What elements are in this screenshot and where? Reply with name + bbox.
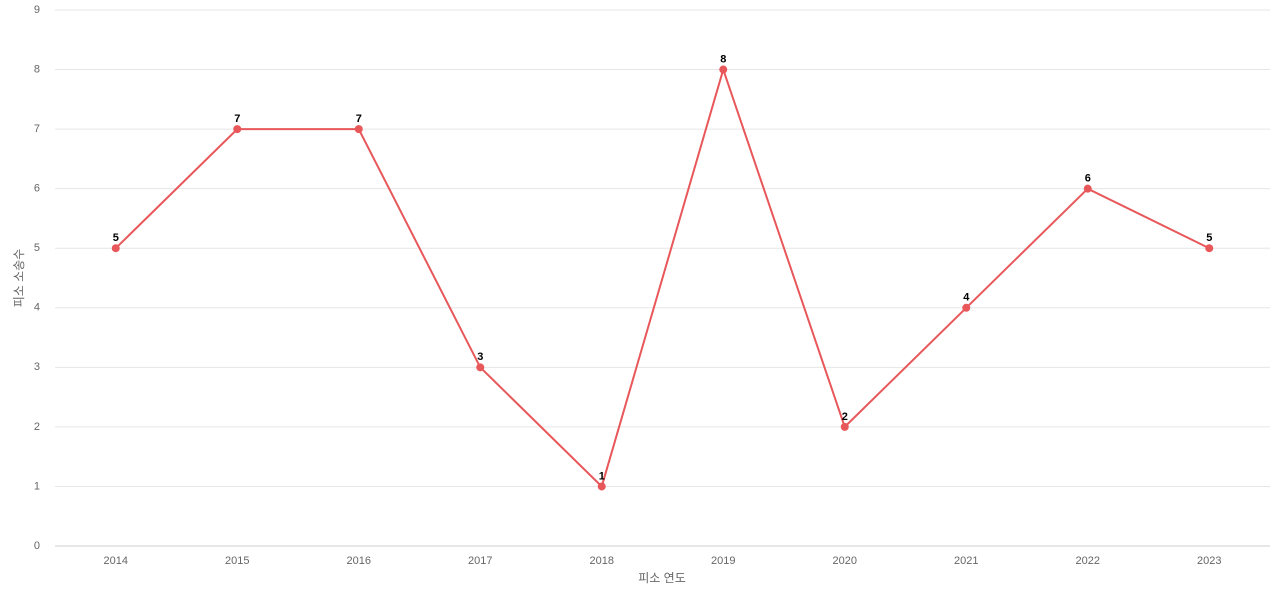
y-tick-label: 4 bbox=[34, 302, 40, 314]
series-line bbox=[115, 66, 1210, 489]
x-axis-label: 피소 연도 bbox=[638, 571, 686, 585]
value-label: 7 bbox=[234, 113, 240, 125]
x-tick-label: 2018 bbox=[590, 555, 614, 567]
x-tick-label: 2020 bbox=[833, 555, 857, 567]
x-tick-label: 2014 bbox=[104, 555, 128, 567]
value-label: 5 bbox=[1206, 232, 1212, 244]
point bbox=[719, 65, 728, 74]
point bbox=[354, 125, 363, 134]
point bbox=[840, 422, 849, 431]
y-tick-label: 0 bbox=[34, 540, 40, 552]
y-tick-label: 8 bbox=[34, 63, 40, 75]
x-tick-label: 2017 bbox=[468, 555, 492, 567]
value-label: 4 bbox=[963, 292, 970, 304]
x-tick-label: 2019 bbox=[711, 555, 735, 567]
value-label: 1 bbox=[599, 470, 605, 482]
value-label: 2 bbox=[842, 411, 848, 423]
x-tick-label: 2016 bbox=[347, 555, 371, 567]
x-tick-label: 2021 bbox=[954, 555, 978, 567]
point bbox=[1083, 184, 1092, 193]
y-tick-label: 7 bbox=[34, 123, 40, 135]
x-tick-label: 2015 bbox=[225, 555, 249, 567]
y-axis-label: 피소 소송수 bbox=[12, 249, 26, 308]
value-label: 6 bbox=[1085, 173, 1091, 185]
point bbox=[233, 125, 242, 134]
y-tick-label: 3 bbox=[34, 361, 40, 373]
value-label: 8 bbox=[720, 53, 726, 65]
point bbox=[962, 303, 971, 312]
point bbox=[597, 482, 606, 491]
y-tick-label: 6 bbox=[34, 183, 40, 195]
x-tick-label: 2023 bbox=[1197, 555, 1221, 567]
point bbox=[476, 363, 485, 372]
value-label: 3 bbox=[477, 351, 483, 363]
y-tick-label: 9 bbox=[34, 4, 40, 16]
point bbox=[111, 244, 120, 253]
y-tick-label: 5 bbox=[34, 242, 40, 254]
y-tick-label: 1 bbox=[34, 480, 40, 492]
point bbox=[1205, 244, 1214, 253]
value-label: 7 bbox=[356, 113, 362, 125]
value-label: 5 bbox=[113, 232, 119, 244]
x-tick-label: 2022 bbox=[1076, 555, 1100, 567]
y-tick-label: 2 bbox=[34, 421, 40, 433]
